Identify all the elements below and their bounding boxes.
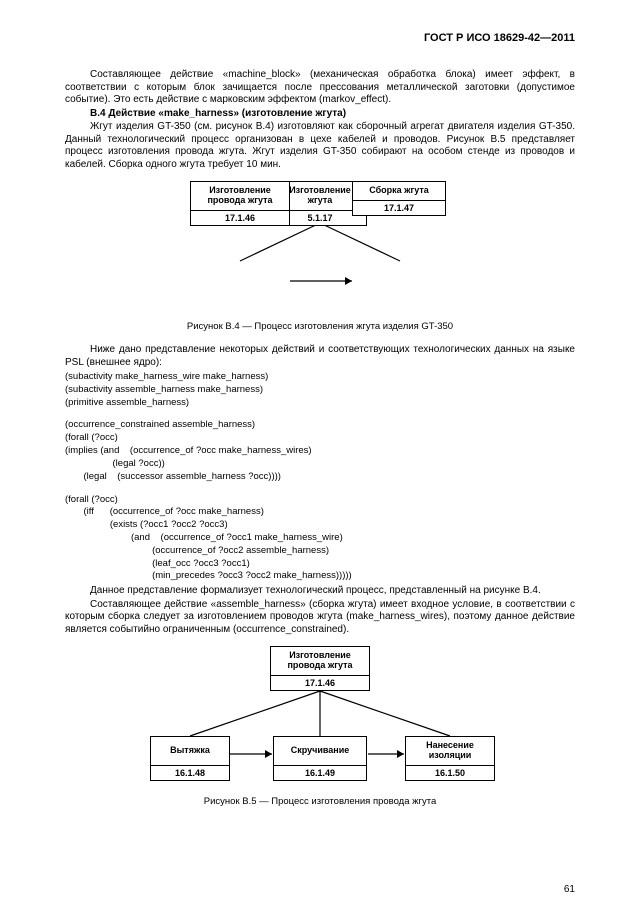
d2-box-top-code: 17.1.46 [271, 675, 369, 690]
code-line: (primitive assemble_harness) [65, 397, 575, 410]
d1-box-left-code: 17.1.46 [191, 210, 289, 225]
d1-box-right: Сборка жгута 17.1.47 [352, 181, 446, 216]
d2-box-mid-title: Скручивание [274, 737, 366, 765]
code-line: (occurrence_of ?occ2 assemble_harness) [65, 545, 575, 558]
d2-box-right: Нанесение изоляции 16.1.50 [405, 736, 495, 781]
document-page: ГОСТ Р ИСО 18629-42—2011 Составляющее де… [0, 0, 630, 913]
code-line: (leaf_occ ?occ3 ?occ1) [65, 558, 575, 571]
d1-box-left: Изготовление провода жгута 17.1.46 [190, 181, 290, 226]
code-line: (forall (?occ) [65, 494, 575, 507]
d2-box-mid: Скручивание 16.1.49 [273, 736, 367, 781]
d2-box-left-code: 16.1.48 [151, 765, 229, 780]
paragraph-4: Данное представление формализует техноло… [65, 585, 575, 598]
d2-box-left-title: Вытяжка [151, 737, 229, 765]
section-title: В.4 Действие «make_harness» (изготовлени… [65, 108, 575, 121]
figure-1-caption: Рисунок В.4 — Процесс изготовления жгута… [65, 321, 575, 332]
d2-box-right-title: Нанесение изоляции [406, 737, 494, 765]
code-line: (and (occurrence_of ?occ1 make_harness_w… [65, 532, 575, 545]
code-line: (iff (occurrence_of ?occ make_harness) [65, 506, 575, 519]
d1-box-right-title: Сборка жгута [353, 182, 445, 200]
paragraph-5: Составляющее действие «assemble_harness»… [65, 599, 575, 637]
diagram-2: Изготовление провода жгута 17.1.46 Вытяж… [130, 646, 510, 786]
d1-box-left-title: Изготовление провода жгута [191, 182, 289, 210]
paragraph-2: Жгут изделия GT-350 (см. рисунок В.4) из… [65, 121, 575, 171]
code-line: (exists (?occ1 ?occ2 ?occ3) [65, 519, 575, 532]
code-line: (legal ?occ)) [65, 458, 575, 471]
document-header: ГОСТ Р ИСО 18629-42—2011 [65, 32, 575, 44]
d2-box-top-title: Изготовление провода жгута [271, 647, 369, 675]
page-number: 61 [564, 884, 575, 895]
code-block-2: (occurrence_constrained assemble_harness… [65, 419, 575, 483]
code-line: (implies (and (occurrence_of ?occ make_h… [65, 445, 575, 458]
d2-box-top: Изготовление провода жгута 17.1.46 [270, 646, 370, 691]
code-line: (min_precedes ?occ3 ?occ2 make_harness))… [65, 570, 575, 583]
code-block-1: (subactivity make_harness_wire make_harn… [65, 371, 575, 409]
code-block-3: (forall (?occ) (iff (occurrence_of ?occ … [65, 494, 575, 584]
code-line: (legal (successor assemble_harness ?occ)… [65, 471, 575, 484]
d2-box-mid-code: 16.1.49 [274, 765, 366, 780]
d2-box-right-code: 16.1.50 [406, 765, 494, 780]
figure-2-caption: Рисунок В.5 — Процесс изготовления прово… [65, 796, 575, 807]
d2-box-left: Вытяжка 16.1.48 [150, 736, 230, 781]
code-line: (forall (?occ) [65, 432, 575, 445]
code-line: (occurrence_constrained assemble_harness… [65, 419, 575, 432]
d1-box-right-code: 17.1.47 [353, 200, 445, 215]
code-line: (subactivity assemble_harness make_harne… [65, 384, 575, 397]
paragraph-1: Составляющее действие «machine_block» (м… [65, 69, 575, 107]
diagram-1: Изготовление жгута 5.1.17 Изготовление п… [160, 181, 480, 311]
code-line: (subactivity make_harness_wire make_harn… [65, 371, 575, 384]
paragraph-3: Ниже дано представление некоторых действ… [65, 344, 575, 369]
